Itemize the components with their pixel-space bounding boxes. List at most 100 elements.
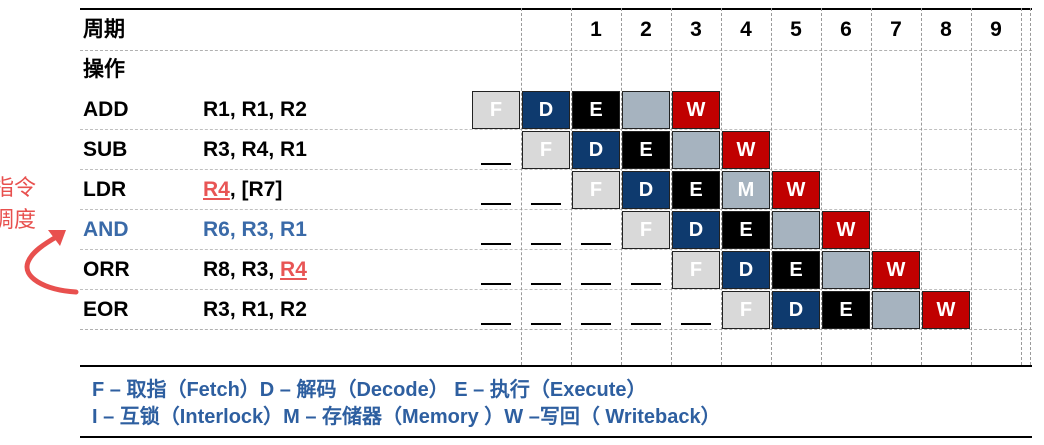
operand-text: R3, R1, R2 <box>203 298 307 321</box>
stage-M: M <box>722 171 770 209</box>
bottom-dashed-rule <box>80 329 1032 330</box>
idle-slot-dash <box>481 163 511 165</box>
idle-slot-dash <box>631 283 661 285</box>
stage-F: F <box>572 171 620 209</box>
operand-text: R6, R3, R1 <box>203 218 307 241</box>
stage-I <box>822 251 870 289</box>
column-dashed-line <box>821 8 822 365</box>
cycle-number-7: 7 <box>890 18 902 41</box>
instruction-mnemonic: SUB <box>83 138 128 161</box>
row-dashed-rule <box>80 169 1032 170</box>
row-dashed-rule <box>80 129 1032 130</box>
instruction-operands: R1, R1, R2 <box>203 98 307 122</box>
operand-text: , [R7] <box>229 178 283 201</box>
stage-W: W <box>872 251 920 289</box>
side-note-line-1: 指令 <box>0 176 37 201</box>
cycle-number-1: 1 <box>590 18 602 41</box>
legend-line-1: F – 取指（Fetch）D – 解码（Decode） E – 执行（Execu… <box>92 379 647 401</box>
idle-slot-dash <box>481 203 511 205</box>
cycle-number-4: 4 <box>740 18 752 41</box>
stage-W: W <box>822 211 870 249</box>
instruction-mnemonic: EOR <box>83 298 129 321</box>
column-dashed-line <box>871 8 872 365</box>
side-note-line-2: 调度 <box>0 208 37 233</box>
top-rule <box>80 8 1032 10</box>
idle-slot-dash <box>681 323 711 325</box>
legend-top-rule <box>80 365 1032 367</box>
stage-E: E <box>822 291 870 329</box>
stage-D: D <box>572 131 620 169</box>
idle-slot-dash <box>531 203 561 205</box>
instruction-mnemonic: ORR <box>83 258 130 281</box>
stage-E: E <box>622 131 670 169</box>
stage-E: E <box>772 251 820 289</box>
column-dashed-line <box>971 8 972 365</box>
idle-slot-dash <box>631 323 661 325</box>
cycle-number-9: 9 <box>990 18 1002 41</box>
cycle-number-3: 3 <box>690 18 702 41</box>
operand-text: R1, R1, R2 <box>203 98 307 121</box>
legend-line-2: I – 互锁（Interlock）M – 存储器（Memory ）W –写回（ … <box>92 406 721 428</box>
operand-text: R3, R4, R1 <box>203 138 307 161</box>
column-dashed-line <box>521 8 522 365</box>
instruction-operands: R3, R1, R2 <box>203 298 307 322</box>
instruction-operands: R8, R3, R4 <box>203 258 307 282</box>
idle-slot-dash <box>581 283 611 285</box>
instruction-operands: R6, R3, R1 <box>203 218 307 242</box>
stage-F: F <box>672 251 720 289</box>
idle-slot-dash <box>531 323 561 325</box>
idle-slot-dash <box>581 243 611 245</box>
stage-F: F <box>522 131 570 169</box>
stage-D: D <box>622 171 670 209</box>
idle-slot-dash <box>581 323 611 325</box>
column-dashed-line <box>771 8 772 365</box>
operand-text: R8, R3, <box>203 258 281 281</box>
row-dashed-rule <box>80 209 1032 210</box>
stage-W: W <box>922 291 970 329</box>
cycle-number-5: 5 <box>790 18 802 41</box>
column-dashed-line <box>1030 8 1031 365</box>
dependent-register: R4 <box>280 258 307 281</box>
stage-D: D <box>722 251 770 289</box>
stage-W: W <box>772 171 820 209</box>
dependent-register: R4 <box>203 178 230 201</box>
idle-slot-dash <box>531 283 561 285</box>
column-dashed-line <box>721 8 722 365</box>
stage-I <box>672 131 720 169</box>
column-dashed-line <box>621 8 622 365</box>
header-dashed-rule <box>80 50 1032 51</box>
instruction-mnemonic: ADD <box>83 98 129 121</box>
cycle-header-label: 周期 <box>83 18 125 41</box>
reorder-arrow-icon <box>24 230 79 295</box>
cycle-number-2: 2 <box>640 18 652 41</box>
idle-slot-dash <box>481 283 511 285</box>
stage-F: F <box>722 291 770 329</box>
instruction-mnemonic: AND <box>83 218 129 241</box>
stage-E: E <box>572 91 620 129</box>
idle-slot-dash <box>481 243 511 245</box>
stage-F: F <box>622 211 670 249</box>
stage-E: E <box>722 211 770 249</box>
instruction-operands: R3, R4, R1 <box>203 138 307 162</box>
row-dashed-rule <box>80 249 1032 250</box>
column-dashed-line <box>921 8 922 365</box>
stage-W: W <box>722 131 770 169</box>
stage-I <box>622 91 670 129</box>
instruction-operands: R4, [R7] <box>203 178 282 202</box>
stage-E: E <box>672 171 720 209</box>
stage-D: D <box>772 291 820 329</box>
idle-slot-dash <box>531 243 561 245</box>
column-dashed-line <box>1021 8 1022 365</box>
column-dashed-line <box>571 8 572 365</box>
operation-header-label: 操作 <box>83 58 125 81</box>
instruction-mnemonic: LDR <box>83 178 127 201</box>
legend-bottom-rule <box>80 436 1032 438</box>
idle-slot-dash <box>481 323 511 325</box>
stage-D: D <box>522 91 570 129</box>
cycle-number-6: 6 <box>840 18 852 41</box>
stage-F: F <box>472 91 520 129</box>
stage-I <box>872 291 920 329</box>
stage-D: D <box>672 211 720 249</box>
cycle-number-8: 8 <box>940 18 952 41</box>
